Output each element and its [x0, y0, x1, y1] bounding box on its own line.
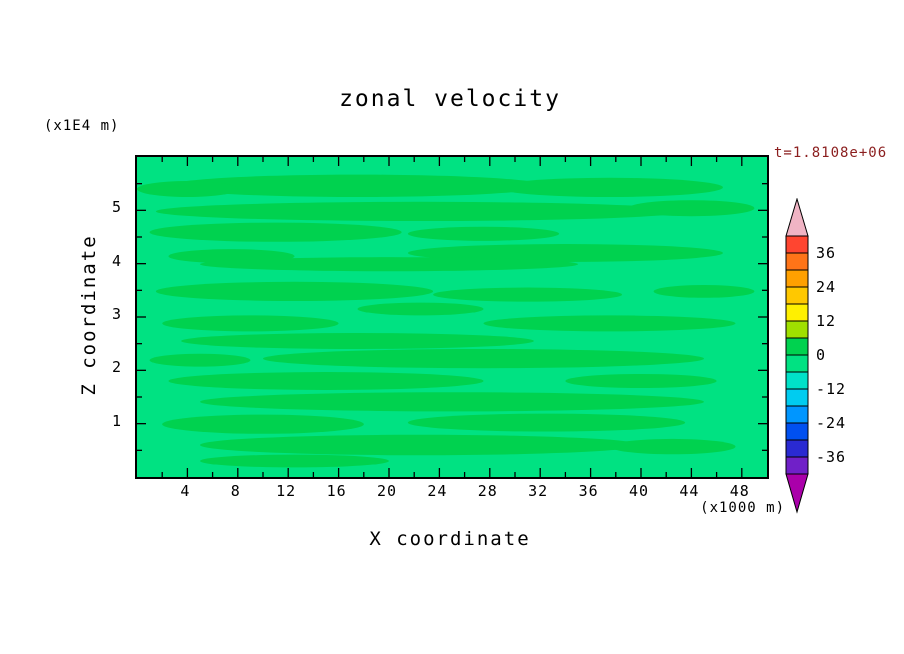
colorbar-tick-label: -24: [816, 414, 847, 432]
colorbar-tick-label: -36: [816, 448, 847, 466]
x-tick-label: 4: [180, 482, 191, 500]
x-tick-label: 12: [276, 482, 297, 500]
x-tick-label: 24: [427, 482, 448, 500]
y-tick-label: 2: [111, 358, 122, 377]
y-tick-label: 5: [111, 198, 122, 217]
x-tick-label: 28: [477, 482, 498, 500]
colorbar-tick-label: 24: [816, 278, 837, 296]
x-tick-label: 44: [679, 482, 700, 500]
colorbar: [785, 198, 809, 514]
colorbar-tick-label: 0: [816, 346, 827, 364]
x-tick-label: 32: [528, 482, 549, 500]
contour-field: [137, 157, 767, 477]
y-tick-label: 3: [111, 305, 122, 323]
x-axis-unit-label: (x1000 m): [700, 500, 785, 516]
x-tick-label: 40: [628, 482, 650, 500]
y-tick-label: 1: [111, 411, 122, 430]
plot-title: zonal velocity: [339, 86, 561, 112]
colorbar-tick-label: 12: [816, 312, 837, 330]
x-tick-label: 36: [578, 482, 599, 500]
plot-area: [135, 155, 769, 479]
x-tick-label: 48: [729, 482, 750, 500]
x-axis-label: X coordinate: [369, 528, 531, 550]
y-axis-unit-label: (x1E4 m): [44, 118, 120, 134]
colorbar-tick-label: -12: [816, 380, 847, 398]
time-annotation: t=1.8108e+06: [774, 145, 888, 161]
x-tick-label: 8: [230, 482, 241, 500]
colorbar-tick-label: 36: [816, 244, 837, 262]
y-tick-label: 4: [111, 251, 122, 270]
x-tick-label: 16: [326, 482, 347, 500]
x-tick-label: 20: [376, 482, 398, 500]
